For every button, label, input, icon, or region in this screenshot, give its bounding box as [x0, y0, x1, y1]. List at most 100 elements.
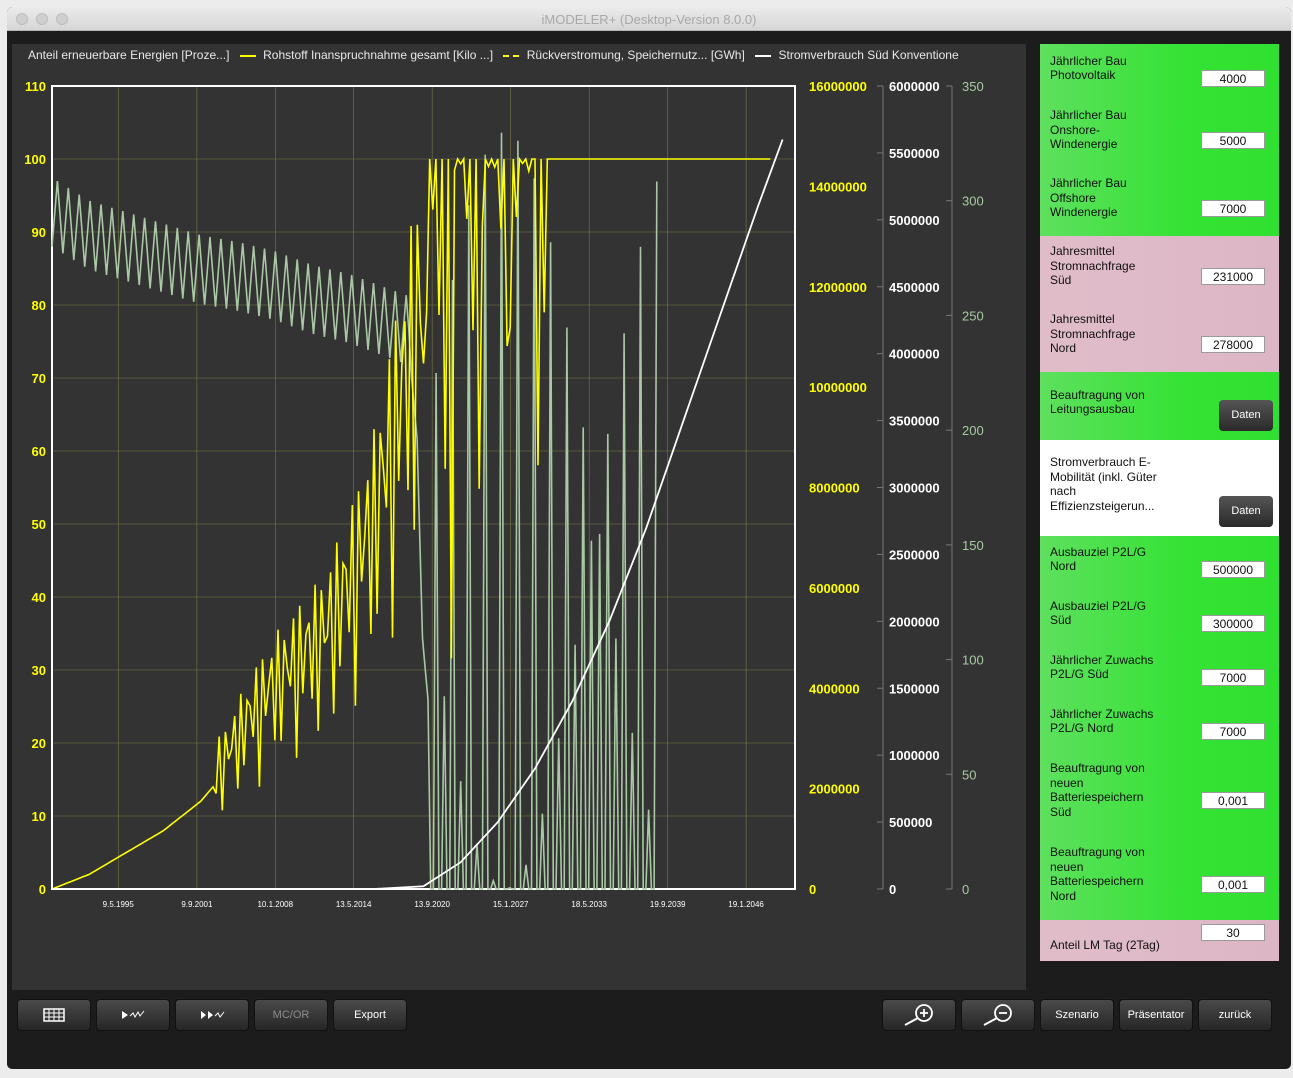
zoom-out-icon	[983, 1004, 1012, 1026]
y2-tick-label: 2000000	[809, 782, 860, 797]
titlebar: iMODELER+ (Desktop-Version 8.0.0)	[7, 7, 1291, 31]
table-view-button[interactable]	[17, 999, 91, 1031]
parameter-item[interactable]: Anteil LM Tag (2Tag)	[1040, 920, 1279, 961]
y2-tick-label: 8000000	[809, 481, 860, 496]
parameter-label: Beauftragung von neuen Batteriespeichern Sü…	[1050, 761, 1145, 819]
parameter-value-input[interactable]	[1201, 268, 1265, 285]
mc-or-button[interactable]: MC/OR	[254, 999, 328, 1031]
y1-tick-label: 10	[32, 809, 46, 824]
x-tick-label: 15.1.2027	[493, 900, 529, 909]
chart-area[interactable]: Anteil erneuerbare Energien [Proze...] R…	[12, 44, 1026, 990]
zoom-window-button[interactable]	[56, 13, 68, 25]
praesentator-button[interactable]: Präsentator	[1119, 999, 1193, 1031]
zoom-in-button[interactable]	[882, 999, 956, 1031]
parameter-value-input[interactable]	[1201, 876, 1265, 893]
x-tick-label: 13.5.2014	[336, 900, 372, 909]
parameter-label: Jährlicher Zuwachs P2L/G Süd	[1050, 652, 1154, 682]
zurueck-button[interactable]: zurück	[1198, 999, 1272, 1031]
y1-tick-label: 90	[32, 225, 46, 240]
y2-tick-label: 14000000	[809, 179, 867, 194]
parameter-item[interactable]: Beauftragung von neuen Batteriespeichern Sü…	[1040, 752, 1279, 836]
parameter-item[interactable]: Jahresmittel Stromnachfrage Süd	[1040, 236, 1279, 304]
y2-tick-label: 0	[809, 882, 816, 897]
parameter-value-input[interactable]	[1201, 70, 1265, 87]
szenario-button[interactable]: Szenario	[1040, 999, 1114, 1031]
app-window: iMODELER+ (Desktop-Version 8.0.0) Anteil…	[7, 7, 1291, 1069]
parameter-label: Beauftragung von Leitungsausbau	[1050, 387, 1145, 417]
parameter-item[interactable]: Jahresmittel Stromnachfrage Nord	[1040, 304, 1279, 372]
y2-tick-label: 6000000	[809, 581, 860, 596]
parameter-item[interactable]: Jährlicher Bau Onshore- Windenergie	[1040, 100, 1279, 168]
y3-tick-label: 1000000	[889, 748, 940, 763]
parameter-label: Jährlicher Bau Photovoltaik	[1050, 53, 1127, 83]
close-window-button[interactable]	[16, 13, 28, 25]
x-tick-label: 10.1.2008	[257, 900, 293, 909]
legend-item-1: Anteil erneuerbare Energien [Proze...]	[28, 48, 230, 62]
parameter-label: Jährlicher Bau Offshore Windenergie	[1050, 176, 1127, 220]
parameter-value-input[interactable]	[1201, 669, 1265, 686]
parameter-value-input[interactable]	[1201, 200, 1265, 217]
parameter-item[interactable]: Jährlicher Bau Photovoltaik	[1040, 44, 1279, 100]
play-compare-icon	[201, 1011, 225, 1020]
daten-button[interactable]: Daten	[1219, 496, 1273, 527]
parameter-value-input[interactable]	[1201, 615, 1265, 632]
y4-tick-label: 250	[962, 308, 984, 323]
daten-button[interactable]: Daten	[1219, 400, 1273, 431]
x-tick-label: 13.9.2020	[414, 900, 450, 909]
zoom-out-button[interactable]	[961, 999, 1035, 1031]
legend-item-4: Stromverbrauch Süd Konventione	[778, 48, 959, 62]
export-button[interactable]: Export	[333, 999, 407, 1031]
y2-tick-label: 4000000	[809, 681, 860, 696]
grid-icon	[43, 1008, 65, 1022]
y1-tick-label: 0	[39, 882, 46, 897]
y1-tick-label: 30	[32, 663, 46, 678]
y1-tick-label: 40	[32, 590, 46, 605]
y4-tick-label: 200	[962, 423, 984, 438]
parameter-value-input[interactable]	[1201, 924, 1265, 941]
minimize-window-button[interactable]	[36, 13, 48, 25]
y3-tick-label: 2500000	[889, 547, 940, 562]
y3-tick-label: 4000000	[889, 347, 940, 362]
parameter-label: Jährlicher Zuwachs P2L/G Nord	[1050, 706, 1154, 736]
parameter-value-input[interactable]	[1201, 723, 1265, 740]
parameter-item[interactable]: Stromverbrauch E- Mobilität (inkl. Güter n…	[1040, 440, 1279, 536]
parameter-item[interactable]: Jährlicher Zuwachs P2L/G Süd	[1040, 644, 1279, 698]
x-tick-label: 9.5.1995	[103, 900, 135, 909]
y4-tick-label: 0	[962, 882, 969, 897]
chart-legend: Anteil erneuerbare Energien [Proze...] R…	[28, 48, 986, 62]
parameter-item[interactable]: Ausbauziel P2L/G Nord	[1040, 536, 1279, 590]
parameter-item[interactable]: Beauftragung von Leitungsausbau Daten	[1040, 372, 1279, 440]
parameter-label: Jahresmittel Stromnachfrage Süd	[1050, 244, 1136, 288]
legend-swatch-3	[503, 54, 520, 57]
y1-tick-label: 110	[25, 79, 46, 94]
play-run-button[interactable]	[96, 999, 170, 1031]
parameter-value-input[interactable]	[1201, 336, 1265, 353]
y1-tick-label: 70	[32, 371, 46, 386]
parameter-value-input[interactable]	[1201, 132, 1265, 149]
play-wave-icon	[122, 1010, 145, 1020]
y1-tick-label: 50	[32, 517, 46, 532]
legend-item-3: Rückverstromung, Speichernutz... [GWh]	[526, 48, 745, 62]
y3-tick-label: 5000000	[889, 213, 940, 228]
y4-tick-label: 350	[962, 79, 984, 94]
parameter-value-input[interactable]	[1201, 561, 1265, 578]
y1-tick-label: 20	[32, 736, 46, 751]
series-line-white	[52, 139, 784, 890]
y3-tick-label: 0	[889, 882, 896, 897]
parameter-item[interactable]: Beauftragung von neuen Batteriespeichern No…	[1040, 836, 1279, 920]
y3-tick-label: 3500000	[889, 414, 940, 429]
legend-swatch-2	[239, 54, 256, 57]
zoom-in-icon	[904, 1004, 933, 1026]
play-compare-button[interactable]	[175, 999, 249, 1031]
parameter-label: Jahresmittel Stromnachfrage Nord	[1050, 312, 1136, 356]
y2-tick-label: 12000000	[809, 280, 867, 295]
y3-tick-label: 500000	[889, 815, 932, 830]
parameter-item[interactable]: Jährlicher Zuwachs P2L/G Nord	[1040, 698, 1279, 752]
y1-tick-label: 60	[32, 444, 46, 459]
parameter-value-input[interactable]	[1201, 792, 1265, 809]
y4-tick-label: 100	[962, 653, 984, 668]
parameter-item[interactable]: Jährlicher Bau Offshore Windenergie	[1040, 168, 1279, 236]
parameter-item[interactable]: Ausbauziel P2L/G Süd	[1040, 590, 1279, 644]
y3-tick-label: 2000000	[889, 614, 940, 629]
